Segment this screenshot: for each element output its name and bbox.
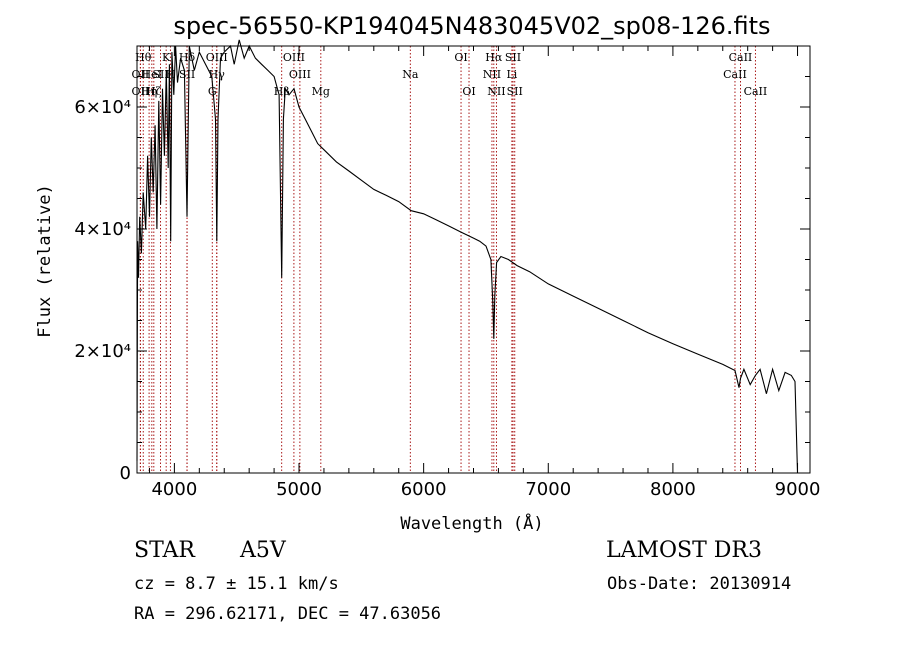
- line-marker-label: Li: [506, 68, 517, 81]
- line-marker-label: Hθ: [135, 51, 152, 64]
- x-tick-label: 6000: [401, 479, 447, 500]
- line-marker-label: OII: [132, 68, 150, 81]
- line-marker-label: NII: [487, 85, 505, 98]
- x-axis-label: Wavelength (Å): [400, 512, 543, 534]
- line-marker-label: OI: [454, 51, 467, 64]
- line-marker-label: HeI: [142, 68, 162, 81]
- y-tick-label: 2×10⁴: [74, 341, 131, 362]
- line-marker-label: CaII: [744, 85, 768, 98]
- object-subclass: A5V: [240, 538, 286, 563]
- x-tick-label: 4000: [151, 479, 197, 500]
- spectrum-line: [136, 39, 799, 474]
- survey-name: LAMOST DR3: [606, 538, 762, 563]
- y-axis-label: Flux (relative): [35, 184, 55, 338]
- line-markers: [139, 46, 756, 473]
- x-tick-label: 7000: [525, 479, 571, 500]
- line-marker-label: Hη: [141, 85, 157, 98]
- plot-frame: [136, 45, 811, 474]
- line-marker-label: G: [208, 85, 217, 98]
- obs-date: Obs-Date: 20130914: [607, 574, 792, 594]
- line-marker-label: OIII: [283, 51, 305, 64]
- line-marker-label: Mg: [312, 85, 330, 98]
- y-tick-label: 4×10⁴: [74, 219, 131, 240]
- line-marker-label: SII: [152, 68, 168, 81]
- y-tick-label: 6×10⁴: [74, 97, 131, 118]
- line-marker-label: SII: [505, 51, 521, 64]
- axis-ticks: 4000 5000 6000 7000 8000 9000 0 2×10⁴ 4×10⁴ 6×10⁴: [74, 46, 820, 500]
- line-marker-label: Na: [402, 68, 419, 81]
- line-marker-label: Hγ: [209, 68, 226, 81]
- coordinates: RA = 296.62171, DEC = 47.63056: [134, 604, 442, 624]
- line-marker-label: Hα: [485, 51, 503, 64]
- x-tick-label: 9000: [775, 479, 821, 500]
- line-marker-label: OIII: [289, 68, 311, 81]
- chart-title: spec-56550-KP194045N483045V02_sp08-126.f…: [173, 12, 770, 40]
- redshift-text: cz = 8.7 ± 15.1 km/s: [134, 574, 339, 594]
- line-marker-label: H: [166, 68, 176, 81]
- line-marker-label: OI: [462, 85, 475, 98]
- line-marker-label: OIII: [206, 51, 228, 64]
- line-marker-label: CaII: [729, 51, 753, 64]
- x-tick-label: 8000: [650, 479, 696, 500]
- line-marker-label: SII: [507, 85, 523, 98]
- line-marker-label: Hζ: [146, 85, 162, 98]
- line-marker-label: SII: [179, 68, 195, 81]
- y-tick-label: 0: [120, 463, 131, 484]
- line-marker-label: CaII: [723, 68, 747, 81]
- line-marker-label: NII: [483, 68, 501, 81]
- x-tick-label: 5000: [276, 479, 322, 500]
- object-type: STAR: [134, 538, 195, 563]
- line-marker-label: OII: [132, 85, 150, 98]
- line-marker-label: K: [162, 51, 171, 64]
